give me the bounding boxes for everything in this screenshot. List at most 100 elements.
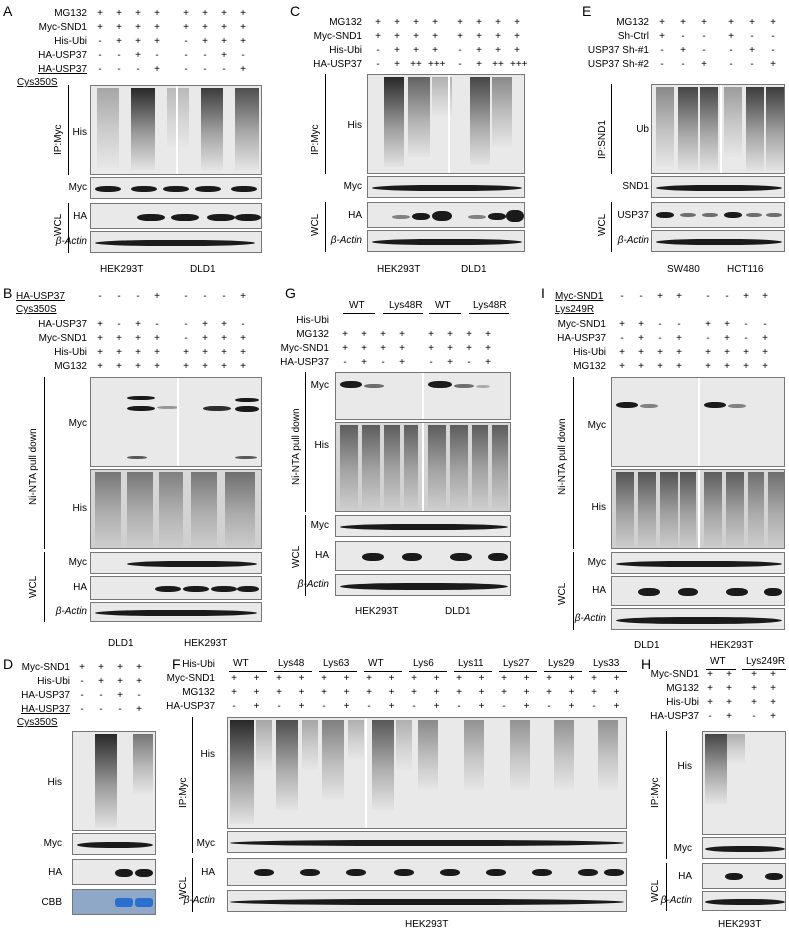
row-label: Cys350S bbox=[17, 77, 58, 88]
panel-letter-i: I bbox=[541, 285, 545, 301]
sign-cell: + bbox=[183, 8, 189, 19]
blot-myc bbox=[702, 837, 786, 859]
sign-cell: + bbox=[298, 701, 305, 712]
sign-cell: + bbox=[117, 690, 123, 701]
sign-cell: + bbox=[428, 329, 434, 340]
sign-cell: - bbox=[458, 59, 462, 70]
panel-letter-b: B bbox=[3, 285, 13, 301]
sign-cell: + bbox=[456, 673, 462, 684]
sign-cell: + bbox=[514, 45, 520, 56]
sign-cell: + bbox=[97, 22, 103, 33]
sign-cell: + bbox=[701, 17, 707, 28]
sign-cell: + bbox=[202, 347, 208, 358]
sign-cell: - bbox=[702, 31, 706, 42]
blot-label: HA bbox=[348, 210, 362, 221]
sign-cell: + bbox=[726, 669, 732, 680]
blot-label: Myc bbox=[196, 838, 215, 849]
sign-cell: + bbox=[253, 673, 260, 684]
column-header: WT bbox=[349, 300, 365, 311]
sign-cell: - bbox=[658, 319, 662, 330]
sign-cell: + bbox=[726, 711, 732, 722]
sign-cell: - bbox=[412, 701, 416, 712]
sign-cell: - bbox=[702, 45, 706, 56]
sign-cell: + bbox=[751, 669, 757, 680]
sign-cell: + bbox=[762, 361, 768, 372]
sign-cell: - bbox=[744, 319, 748, 330]
cell-line-label: HEK293T bbox=[100, 264, 144, 275]
sign-cell: + bbox=[657, 361, 663, 372]
sign-cell: + bbox=[485, 343, 491, 354]
sign-cell: + bbox=[183, 361, 189, 372]
sign-cell: + bbox=[361, 343, 367, 354]
blot-ha bbox=[367, 202, 525, 228]
row-label: Sh-Ctrl bbox=[617, 31, 649, 42]
row-label: MG132 bbox=[573, 361, 606, 372]
row-label: Myc-SND1 bbox=[21, 662, 70, 673]
blot-myc-wcl bbox=[90, 552, 262, 574]
sign-cell: - bbox=[660, 45, 664, 56]
row-label: Myc-SND1 bbox=[38, 22, 87, 33]
blot-ub bbox=[651, 84, 785, 174]
sign-cell: + bbox=[154, 36, 160, 47]
sign-cell: + bbox=[202, 22, 208, 33]
sign-cell: + bbox=[135, 50, 141, 61]
sign-cell: + bbox=[97, 361, 103, 372]
sign-cell: + bbox=[749, 17, 755, 28]
panel-f: F His-Ubi Myc-SND1 MG132 HA-USP37 His My… bbox=[160, 653, 630, 935]
sign-cell: - bbox=[184, 333, 188, 344]
blot-myc bbox=[72, 833, 156, 855]
sign-cell: + bbox=[221, 333, 227, 344]
sign-cell: + bbox=[221, 8, 227, 19]
group-label-ip: IP:SND1 bbox=[597, 120, 608, 160]
blot-his bbox=[702, 731, 786, 835]
sign-cell: + bbox=[495, 45, 501, 56]
sign-cell: + bbox=[98, 662, 104, 673]
sign-cell: + bbox=[231, 687, 237, 698]
panel-letter-c: C bbox=[290, 3, 301, 19]
group-label-wcl: WCL bbox=[291, 545, 302, 569]
sign-cell: - bbox=[467, 357, 471, 368]
sign-cell: + bbox=[724, 333, 730, 344]
sign-cell: ++ bbox=[410, 59, 422, 70]
blot-label: Myc bbox=[68, 557, 87, 568]
row-label: HA-USP37 bbox=[21, 690, 70, 701]
sign-cell: + bbox=[591, 673, 597, 684]
sign-cell: - bbox=[681, 31, 685, 42]
row-label: MG132 bbox=[54, 8, 87, 19]
sign-cell: + bbox=[240, 347, 246, 358]
sign-cell: + bbox=[116, 333, 122, 344]
sign-cell: + bbox=[432, 17, 438, 28]
sign-cell: - bbox=[222, 291, 226, 302]
group-label-wcl: WCL bbox=[178, 876, 189, 900]
sign-cell: + bbox=[394, 59, 400, 70]
sign-cell: + bbox=[657, 291, 663, 302]
sign-cell: + bbox=[476, 17, 482, 28]
row-label: His-Ubi bbox=[54, 347, 87, 358]
row-label: Myc-SND1 bbox=[313, 31, 362, 42]
sign-cell: + bbox=[342, 329, 348, 340]
row-label: MG132 bbox=[329, 17, 362, 28]
sign-cell: + bbox=[154, 361, 160, 372]
sign-cell: - bbox=[98, 291, 102, 302]
sign-cell: - bbox=[241, 50, 245, 61]
sign-cell: + bbox=[638, 347, 644, 358]
blot-myc-pulldown bbox=[335, 372, 511, 420]
cell-line-label: HCT116 bbox=[727, 264, 764, 275]
sign-cell: - bbox=[203, 291, 207, 302]
sign-cell: + bbox=[770, 17, 776, 28]
panel-a: A MG132 Myc-SND1 His-Ubi HA-USP37 HA-USP… bbox=[0, 0, 265, 280]
sign-cell: + bbox=[117, 676, 123, 687]
sign-cell: - bbox=[322, 701, 326, 712]
sign-cell: + bbox=[659, 17, 665, 28]
blot-myc bbox=[227, 831, 627, 853]
sign-cell: + bbox=[413, 17, 419, 28]
blot-myc bbox=[90, 177, 262, 199]
column-header: Lys33 bbox=[593, 658, 620, 669]
sign-cell: + bbox=[116, 22, 122, 33]
sign-cell: - bbox=[232, 701, 236, 712]
row-label: His-Ubi bbox=[573, 347, 606, 358]
group-label-pulldown: Ni-NTA pull down bbox=[28, 428, 39, 506]
blot-label: His bbox=[200, 749, 215, 760]
cell-line-label: HEK293T bbox=[718, 919, 762, 930]
sign-cell: - bbox=[343, 357, 347, 368]
